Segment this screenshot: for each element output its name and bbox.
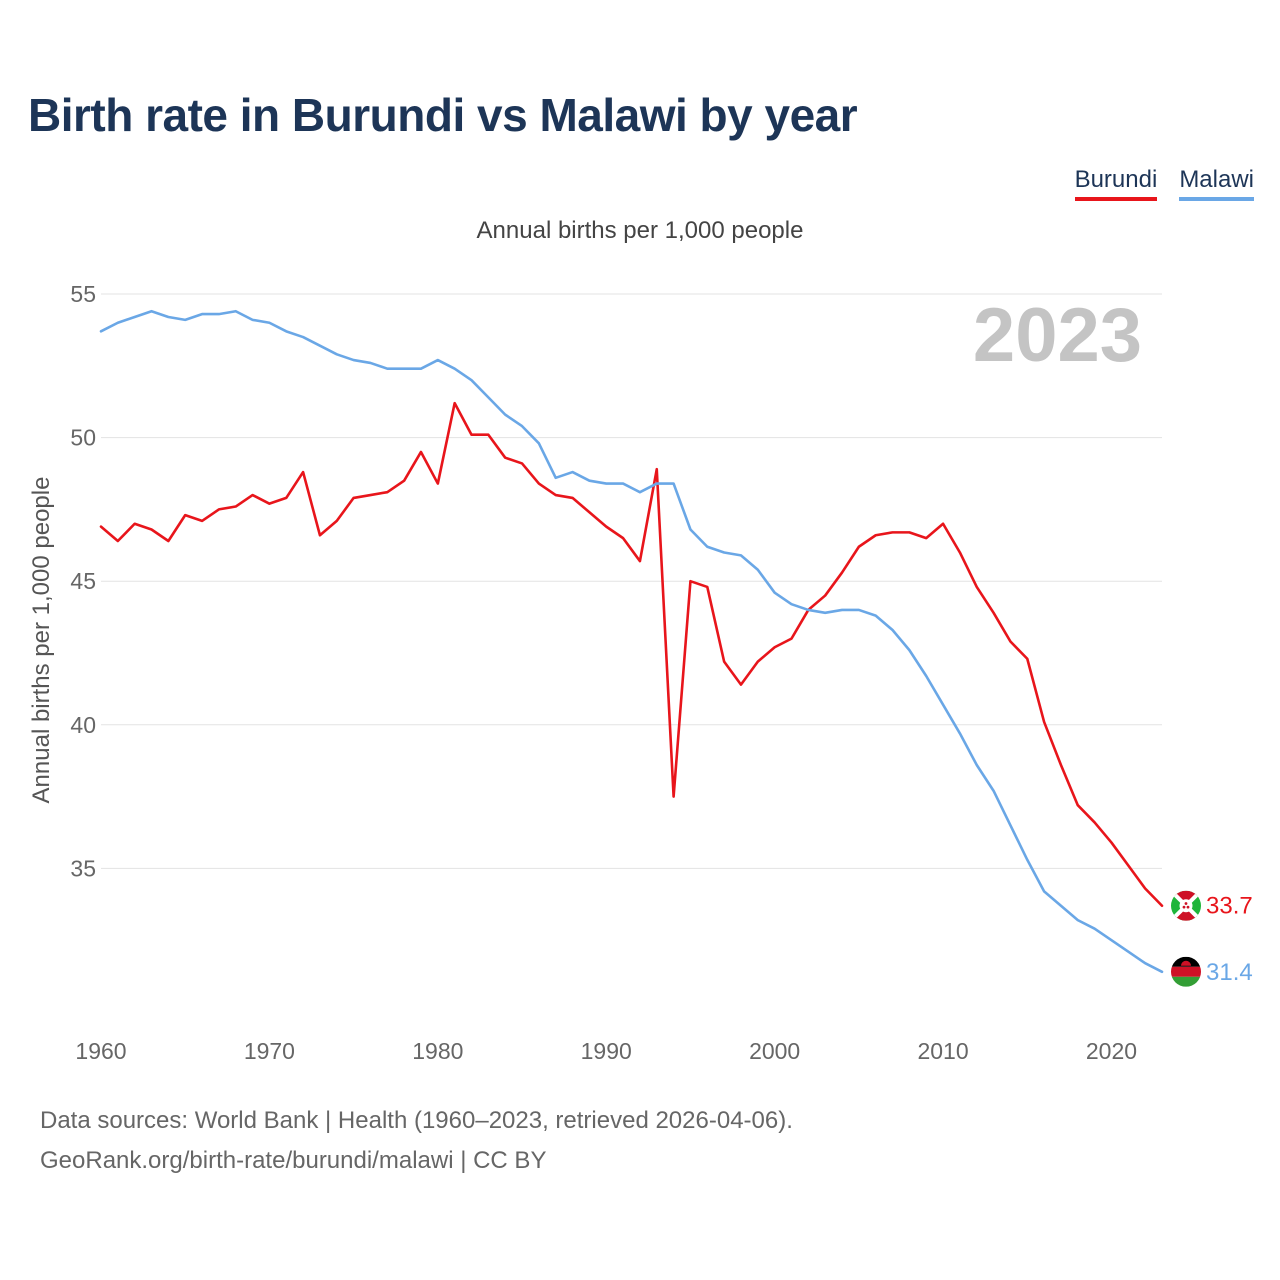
series-line-malawi[interactable] — [99, 309, 1164, 974]
legend: Burundi Malawi — [1074, 166, 1254, 201]
series-line-burundi[interactable] — [99, 401, 1164, 908]
end-value-label-malawi: 31.4 — [1206, 959, 1253, 986]
y-tick-label: 45 — [70, 568, 96, 594]
x-tick-label: 1960 — [75, 1038, 126, 1064]
y-tick-label: 55 — [70, 281, 96, 307]
y-tick-label: 35 — [70, 855, 96, 881]
x-tick-label: 2010 — [917, 1038, 968, 1064]
footer-sources: Data sources: World Bank | Health (1960–… — [40, 1107, 793, 1134]
x-tick-label: 1970 — [244, 1038, 295, 1064]
footer-link[interactable]: GeoRank.org/birth-rate/burundi/malawi | … — [40, 1147, 547, 1174]
x-axis-ticks: 1960 1970 1980 1990 2000 2010 2020 — [75, 1038, 1137, 1064]
end-value-label-burundi: 33.7 — [1206, 893, 1253, 920]
legend-item-burundi[interactable]: Burundi — [1074, 166, 1158, 201]
x-tick-label: 2000 — [749, 1038, 800, 1064]
y-axis-ticks: 35 40 45 50 55 — [70, 281, 96, 881]
x-tick-label: 1980 — [412, 1038, 463, 1064]
series — [99, 309, 1164, 974]
malawi-flag-icon — [1171, 956, 1201, 987]
highlight-year: 2023 — [972, 293, 1142, 378]
grid — [101, 293, 1162, 869]
burundi-flag-icon — [1171, 890, 1201, 921]
x-tick-label: 1990 — [581, 1038, 632, 1064]
y-tick-label: 40 — [70, 712, 96, 738]
legend-item-malawi[interactable]: Malawi — [1179, 166, 1254, 201]
chart-title: Birth rate in Burundi vs Malawi by year — [28, 89, 858, 141]
y-tick-label: 50 — [70, 425, 96, 451]
chart-subtitle: Annual births per 1,000 people — [476, 217, 804, 244]
x-tick-label: 2020 — [1086, 1038, 1137, 1064]
end-markers: 33.7 31.4 — [1171, 890, 1253, 987]
